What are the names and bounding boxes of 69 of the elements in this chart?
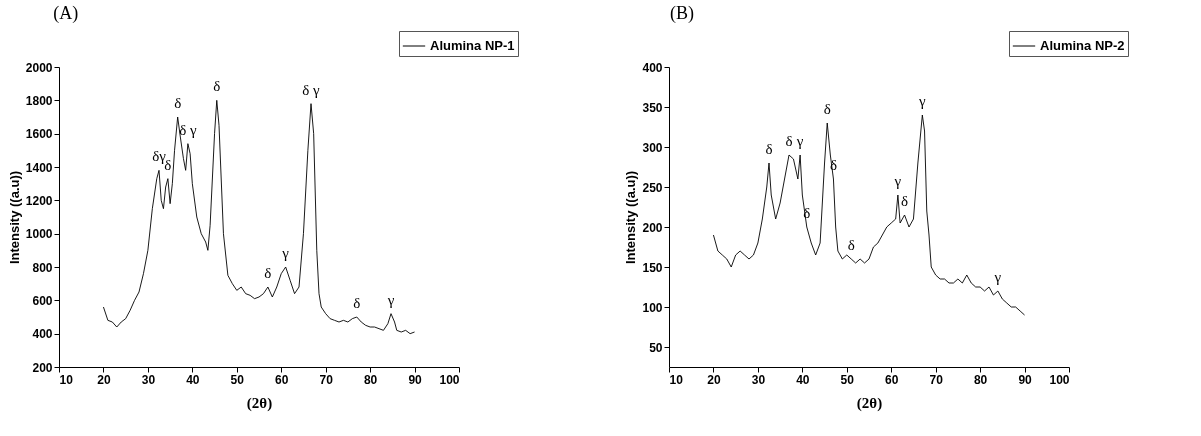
- y-tick-label: 400: [32, 327, 53, 342]
- x-tick-label: 50: [230, 372, 245, 387]
- x-axis-title: (2θ): [246, 394, 273, 412]
- y-tick-label: 50: [649, 340, 663, 355]
- y-tick-label: 1800: [25, 93, 53, 108]
- annotation: γ: [893, 173, 902, 189]
- y-tick-label: 1000: [25, 227, 53, 242]
- y-tick-label: 1600: [25, 127, 53, 142]
- y-tick-label: 2000: [25, 60, 53, 75]
- annotation: δ: [164, 156, 172, 173]
- annotation: δ: [213, 78, 221, 95]
- annotation: δ: [847, 237, 855, 253]
- y-tick-label: 300: [642, 140, 663, 155]
- legend-label: Alumina NP-1: [430, 38, 515, 53]
- x-tick-label: 70: [929, 372, 944, 387]
- legend-label: Alumina NP-2: [1040, 38, 1125, 53]
- y-tick-label: 250: [642, 180, 663, 195]
- annotation: δ: [353, 295, 361, 311]
- y-tick-label: 800: [32, 260, 53, 275]
- x-tick-label: 20: [707, 372, 721, 387]
- annotation: δ: [901, 193, 909, 209]
- x-axis-title: (2θ): [856, 394, 883, 412]
- x-tick-label: 60: [275, 372, 289, 387]
- y-tick-label: 350: [642, 100, 663, 115]
- annotation: δ: [174, 95, 182, 111]
- annotation: δ: [829, 157, 837, 173]
- annotation: γ: [918, 93, 927, 109]
- line-series: [102, 99, 416, 335]
- annotation: δγ: [152, 148, 167, 165]
- annotation: γ: [281, 245, 290, 261]
- annotation: δ: [785, 133, 793, 149]
- x-tick-label: 80: [973, 372, 988, 387]
- annotation: δ: [823, 101, 831, 117]
- y-tick-label: 200: [32, 360, 53, 375]
- annotation: δ γ: [179, 121, 197, 138]
- x-tick-label: 80: [363, 372, 378, 387]
- y-tick-label: 600: [32, 293, 53, 308]
- x-tick-label: 90: [1018, 372, 1033, 387]
- annotation: γ: [386, 291, 395, 308]
- chart-title: (A): [53, 2, 79, 24]
- x-tick-label: 90: [408, 372, 423, 387]
- x-tick-label: 70: [319, 372, 334, 387]
- annotation: δ: [765, 141, 773, 157]
- x-tick-label: 20: [97, 372, 111, 387]
- x-tick-label: 50: [840, 372, 855, 387]
- x-tick-label: 10: [669, 372, 684, 387]
- y-tick-label: 1200: [25, 193, 53, 208]
- annotation: γ: [993, 269, 1002, 285]
- y-tick-label: 1400: [25, 160, 53, 175]
- y-tick-label: 200: [642, 220, 663, 235]
- x-tick-label: 30: [141, 372, 156, 387]
- chart-title: (B): [669, 2, 694, 24]
- y-axis-title: Intensity ((a.u)): [623, 170, 639, 265]
- x-tick-label: 100: [1049, 372, 1070, 387]
- y-axis-title: Intensity ((a.u)): [6, 170, 22, 265]
- annotation: δ γ: [302, 81, 321, 98]
- y-tick-label: 400: [642, 60, 663, 75]
- annotation: δ: [264, 265, 272, 281]
- y-tick-label: 100: [642, 300, 663, 315]
- line-series: [712, 114, 1026, 316]
- x-tick-label: 100: [439, 372, 460, 387]
- x-tick-label: 40: [796, 372, 810, 387]
- x-tick-label: 30: [751, 372, 766, 387]
- x-tick-label: 40: [186, 372, 200, 387]
- annotation: γ: [795, 133, 804, 149]
- y-tick-label: 150: [642, 260, 663, 275]
- x-tick-label: 60: [885, 372, 899, 387]
- annotation: δ: [803, 205, 811, 221]
- x-tick-label: 10: [59, 372, 74, 387]
